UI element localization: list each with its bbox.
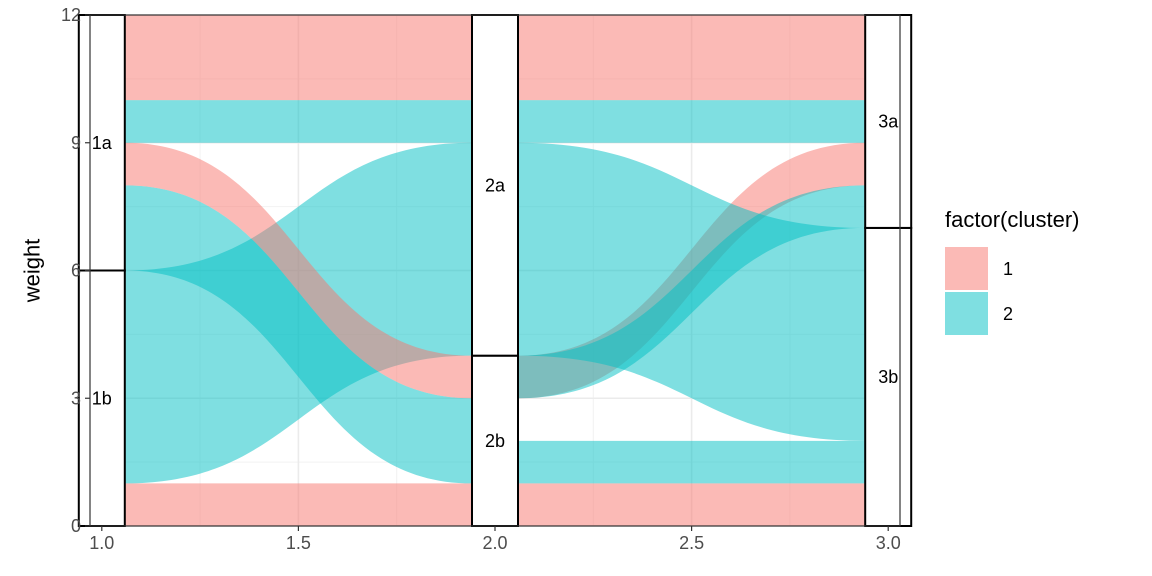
flow-cluster-2 bbox=[518, 440, 866, 484]
flow-cluster-2 bbox=[518, 185, 866, 399]
flow-cluster-2 bbox=[124, 185, 473, 484]
y-tick-label: 0 bbox=[71, 516, 81, 536]
flows bbox=[124, 15, 866, 526]
x-tick-label: 3.0 bbox=[876, 533, 901, 553]
flow-cluster-1 bbox=[518, 15, 866, 101]
strata bbox=[77, 14, 913, 528]
stratum-3b bbox=[864, 226, 913, 528]
y-tick-label: 12 bbox=[61, 5, 81, 25]
y-tick-label: 3 bbox=[71, 388, 81, 408]
legend-label-2: 2 bbox=[1003, 304, 1013, 324]
stratum-label-3b: 3b bbox=[878, 367, 898, 387]
stratum-label-1a: 1a bbox=[92, 133, 113, 153]
y-axis: 0 3 6 9 12 bbox=[61, 5, 90, 536]
stratum-label-1b: 1b bbox=[92, 388, 112, 408]
flow-cluster-1 bbox=[518, 483, 866, 526]
y-axis-title: weight bbox=[20, 239, 45, 304]
legend-key-1 bbox=[945, 247, 988, 290]
legend-label-1: 1 bbox=[1003, 259, 1013, 279]
flow-cluster-1 bbox=[124, 142, 473, 399]
legend: factor(cluster) 1 2 bbox=[945, 207, 1079, 335]
x-tick-label: 2.5 bbox=[679, 533, 704, 553]
y-tick-label: 6 bbox=[71, 261, 81, 281]
legend-title: factor(cluster) bbox=[945, 207, 1079, 232]
stratum-2a bbox=[471, 14, 519, 357]
legend-key-2 bbox=[945, 292, 988, 335]
stratum-labels: 1b 1a 2b 2a 3b 3a bbox=[92, 111, 899, 450]
stratum-label-2a: 2a bbox=[485, 175, 506, 195]
x-tick-label: 1.5 bbox=[286, 533, 311, 553]
flow-cluster-1 bbox=[124, 483, 473, 526]
x-tick-label: 1.0 bbox=[89, 533, 114, 553]
stratum-label-3a: 3a bbox=[878, 111, 899, 131]
flow-cluster-1 bbox=[124, 15, 473, 101]
stratum-2b bbox=[471, 354, 519, 527]
y-tick-label: 9 bbox=[71, 133, 81, 153]
flow-cluster-2 bbox=[518, 100, 866, 143]
stratum-label-2b: 2b bbox=[485, 431, 505, 451]
x-axis: 1.0 1.5 2.0 2.5 3.0 bbox=[89, 526, 901, 553]
flow-cluster-2 bbox=[124, 100, 473, 143]
x-tick-label: 2.0 bbox=[482, 533, 507, 553]
